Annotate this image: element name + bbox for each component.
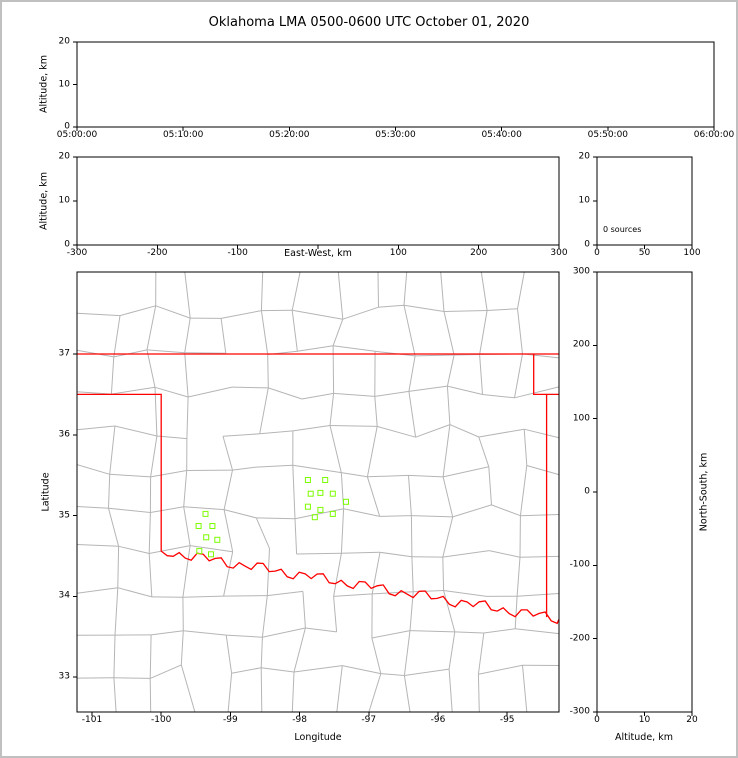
lat-tick-label: 36 — [58, 429, 70, 440]
ns-tick-label: -100 — [569, 559, 590, 570]
time-height-ylabel: Altitude, km — [38, 55, 50, 113]
lat-tick-label: 34 — [58, 590, 70, 601]
ns-height-ylabel: North-South, km — [698, 452, 710, 532]
hist-alt-tick-label: 20 — [578, 151, 590, 162]
ns-alt-tick-label: 20 — [686, 715, 698, 725]
time-tick-label: 05:30:00 — [375, 130, 416, 140]
time-tick-label: 05:00:00 — [56, 130, 98, 140]
ew-alt-tick-label: 10 — [58, 195, 70, 206]
ew-height-ylabel: Altitude, km — [38, 172, 50, 230]
lon-tick-label: -97 — [361, 715, 377, 725]
ew-tick-label: 200 — [470, 248, 488, 258]
hist-alt-tick-label: 0 — [584, 239, 590, 250]
ew-tick-label: 300 — [550, 248, 568, 258]
lon-tick-label: -98 — [292, 715, 307, 725]
ns-tick-label: 100 — [572, 413, 590, 424]
ns-tick-label: -300 — [569, 706, 590, 717]
map-ylabel: Latitude — [40, 472, 52, 512]
time-alt-tick-label: 10 — [58, 79, 70, 89]
time-alt-tick-label: 0 — [64, 121, 70, 132]
ns-alt-tick-label: 0 — [594, 715, 600, 725]
lon-tick-label: -100 — [150, 715, 172, 725]
lat-tick-label: 37 — [58, 348, 70, 359]
ns-alt-tick-label: 10 — [638, 715, 651, 725]
figure-title: Oklahoma LMA 0500-0600 UTC October 01, 2… — [208, 15, 530, 30]
axis-ticks — [73, 41, 715, 716]
time-tick-label: 05:50:00 — [587, 130, 629, 140]
time-tick-label: 05:20:00 — [269, 130, 310, 140]
ns-tick-label: 200 — [572, 339, 590, 350]
time-tick-label: 05:40:00 — [481, 130, 522, 140]
hist-tick-label: 50 — [638, 248, 651, 258]
lon-tick-label: -101 — [81, 715, 103, 725]
source-markers — [195, 477, 349, 558]
lon-tick-label: -96 — [430, 715, 446, 725]
ns-tick-label: 0 — [584, 486, 590, 497]
lat-tick-label: 33 — [58, 671, 70, 682]
ew-alt-tick-label: 20 — [58, 151, 70, 162]
lat-tick-label: 35 — [58, 510, 70, 521]
hist-alt-tick-label: 10 — [578, 195, 590, 206]
hist-tick-label: 100 — [683, 248, 701, 258]
ns-height-xlabel: Altitude, km — [615, 732, 673, 743]
time-tick-label: 06:00:00 — [693, 130, 735, 140]
lon-tick-label: -99 — [223, 715, 238, 725]
ns-tick-label: 300 — [572, 266, 590, 277]
time-tick-label: 05:10:00 — [162, 130, 204, 140]
panel-borders — [76, 41, 715, 713]
map-xlabel: Longitude — [294, 732, 342, 743]
ns-tick-label: -200 — [569, 633, 590, 644]
histogram-annotation: 0 sources — [603, 225, 642, 234]
ew-height-xlabel: East-West, km — [284, 248, 352, 259]
ew-tick-label: 100 — [389, 248, 407, 258]
ew-alt-tick-label: 0 — [64, 239, 70, 250]
map-layers — [77, 272, 559, 712]
time-alt-tick-label: 20 — [58, 36, 70, 47]
lon-tick-label: -95 — [499, 715, 515, 725]
ew-tick-label: -300 — [66, 248, 88, 258]
ew-tick-label: -100 — [227, 248, 248, 258]
state-border — [77, 353, 559, 625]
ew-tick-label: -200 — [147, 248, 168, 258]
hist-tick-label: 0 — [594, 248, 600, 258]
